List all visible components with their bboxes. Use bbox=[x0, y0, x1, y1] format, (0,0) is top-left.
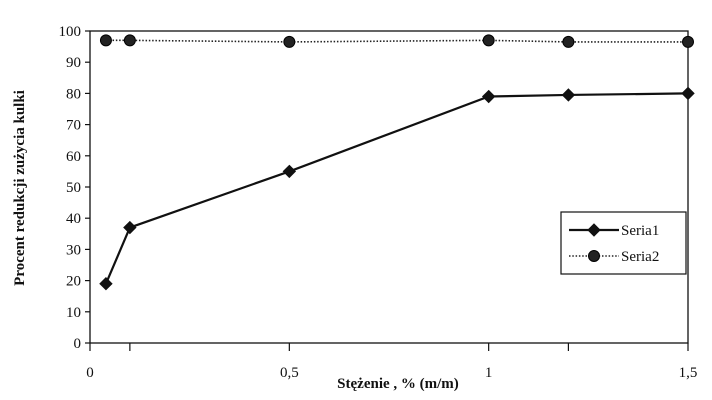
data-point-series-1 bbox=[681, 86, 695, 101]
y-tick-label: 60 bbox=[66, 149, 81, 165]
data-point-series-1 bbox=[282, 164, 297, 179]
legend-marker-2 bbox=[588, 250, 600, 262]
y-tick-label: 90 bbox=[66, 55, 81, 71]
series-line-2 bbox=[105, 39, 688, 43]
x-axis-title: Stężenie , % (m/m) bbox=[337, 376, 459, 392]
y-tick-label: 30 bbox=[66, 242, 81, 258]
y-tick-label: 0 bbox=[74, 336, 82, 352]
x-tick-label: 0,5 bbox=[280, 365, 299, 381]
legend-marker-1 bbox=[587, 223, 601, 237]
data-point-series-1 bbox=[481, 89, 496, 104]
legend-box bbox=[560, 211, 687, 275]
data-point-series-2 bbox=[482, 34, 495, 47]
y-tick-label: 50 bbox=[66, 180, 81, 196]
legend-label-1: Seria1 bbox=[621, 223, 659, 239]
y-tick-label: 10 bbox=[66, 305, 81, 321]
x-tick-label: 1 bbox=[485, 365, 493, 381]
y-tick-label: 70 bbox=[66, 118, 81, 134]
legend-label-2: Seria2 bbox=[621, 249, 659, 265]
y-tick-label: 100 bbox=[59, 24, 82, 40]
series-line-1 bbox=[104, 92, 689, 285]
data-point-series-2 bbox=[99, 34, 112, 47]
legend: Seria1 Seria2 bbox=[560, 211, 687, 275]
data-point-series-1 bbox=[123, 220, 137, 235]
y-tick-label: 20 bbox=[66, 274, 81, 290]
data-point-series-2 bbox=[283, 35, 296, 48]
y-tick-label: 80 bbox=[66, 86, 81, 102]
series-layer bbox=[99, 34, 695, 291]
x-tick-label: 0 bbox=[86, 365, 94, 381]
x-tick-label: 1,5 bbox=[679, 365, 698, 381]
y-axis-title: Procent redukcji zużycia kulki bbox=[12, 90, 28, 286]
y-tick-label: 40 bbox=[66, 211, 81, 227]
plot-frame bbox=[89, 30, 689, 344]
data-point-series-1 bbox=[99, 277, 113, 291]
data-point-series-2 bbox=[562, 35, 575, 48]
axes-layer: 0 10 20 30 40 50 60 70 80 90 100 0 0,5 1 1,5 bbox=[59, 24, 698, 381]
data-point-series-2 bbox=[682, 35, 694, 48]
data-point-series-1 bbox=[561, 88, 576, 102]
data-point-series-2 bbox=[123, 34, 136, 47]
